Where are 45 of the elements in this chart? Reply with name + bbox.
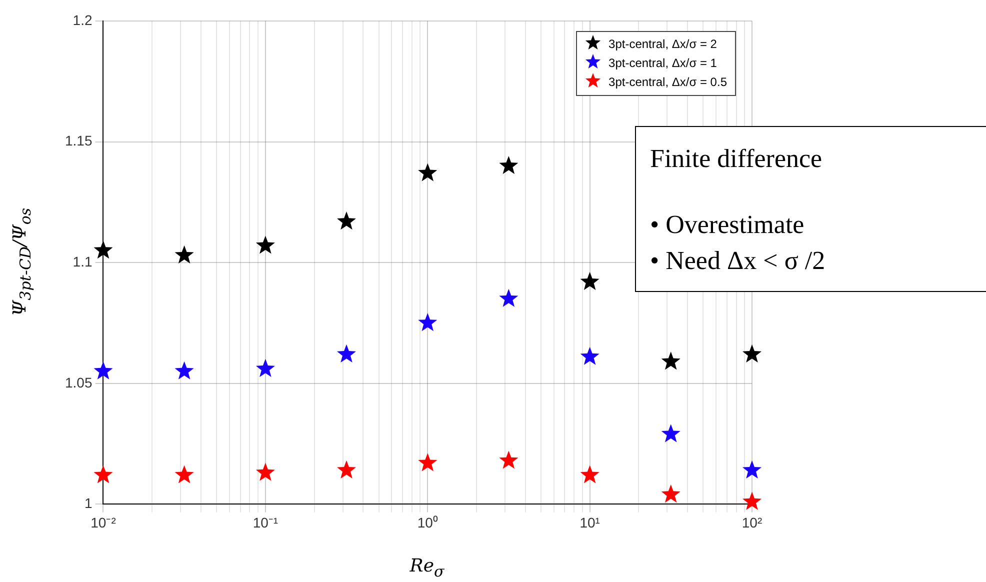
point: [336, 212, 356, 230]
x-tick-label: 10⁻¹: [252, 514, 278, 530]
point: [174, 361, 194, 380]
point: [336, 344, 356, 362]
x-tick-label: 10⁻²: [90, 514, 116, 530]
point: [580, 346, 600, 365]
annotation: Finite difference: [650, 143, 824, 175]
point: [742, 460, 762, 478]
point: [256, 236, 275, 254]
point: [94, 465, 113, 484]
x-tick-label: 10¹: [580, 514, 600, 530]
point: [661, 352, 680, 370]
point: [742, 492, 762, 510]
point: [336, 460, 356, 478]
x-axis-title: Re$_{σ}$: [410, 556, 444, 580]
y-tick-label: 1.05: [65, 374, 92, 390]
point: [580, 272, 600, 290]
point: [418, 313, 438, 332]
y-tick-label: 1.15: [65, 132, 92, 149]
point: [661, 424, 680, 442]
y-tick-label: 1: [84, 495, 92, 512]
point: [418, 453, 438, 472]
point: [94, 240, 113, 259]
legend-label: 3pt-central, Δx/σ = 0.5: [608, 75, 727, 89]
point: [499, 450, 518, 469]
point: [742, 344, 762, 362]
legend-label: 3pt-central, Δx/σ = 1: [608, 56, 717, 70]
point: [256, 462, 275, 481]
note-box: Finite difference • Overestimate • Need Δx < σ /2: [635, 126, 986, 292]
y-tick-label: 1.2: [72, 12, 92, 28]
annotation: • Overestimate: [650, 209, 806, 241]
y-tick-label: 1.1: [72, 253, 92, 270]
point: [580, 465, 600, 484]
point: [418, 163, 438, 182]
x-tick-label: 10²: [742, 514, 762, 530]
point: [256, 358, 275, 377]
point: [661, 484, 680, 503]
point: [174, 465, 194, 484]
x-tick-label: 10⁰: [417, 514, 438, 530]
point: [174, 245, 194, 264]
point: [94, 361, 113, 380]
legend-label: 3pt-central, Δx/σ = 2: [608, 37, 717, 51]
annotation: • Need Δx < σ /2: [650, 245, 826, 277]
point: [499, 288, 518, 307]
point: [499, 156, 518, 174]
